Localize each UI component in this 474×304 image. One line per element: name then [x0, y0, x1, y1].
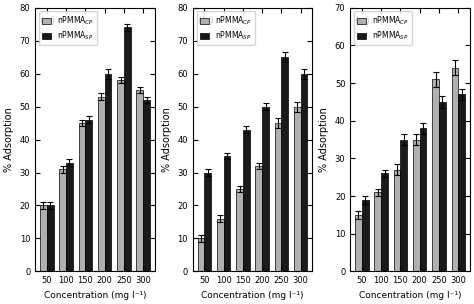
X-axis label: Concentration (mg l⁻¹): Concentration (mg l⁻¹)	[359, 291, 461, 300]
Bar	[204, 172, 211, 271]
Bar	[394, 170, 401, 271]
Bar	[282, 57, 288, 271]
Y-axis label: % Adsorption: % Adsorption	[319, 107, 329, 172]
Bar	[432, 79, 439, 271]
Bar	[98, 97, 105, 271]
Bar	[117, 80, 124, 271]
Bar	[137, 90, 143, 271]
Text: (c): (c)	[355, 16, 370, 26]
Bar	[66, 163, 73, 271]
Text: (b): (b)	[198, 16, 213, 26]
Legend: nPMMA$_{CP}$, nPMMA$_{SP}$: nPMMA$_{CP}$, nPMMA$_{SP}$	[354, 12, 412, 45]
Bar	[217, 219, 224, 271]
Legend: nPMMA$_{CP}$, nPMMA$_{SP}$: nPMMA$_{CP}$, nPMMA$_{SP}$	[197, 12, 255, 45]
Bar	[243, 130, 250, 271]
Bar	[381, 174, 388, 271]
Bar	[301, 74, 308, 271]
Bar	[294, 107, 301, 271]
Bar	[355, 215, 362, 271]
Bar	[143, 100, 150, 271]
Bar	[439, 102, 446, 271]
Bar	[362, 200, 369, 271]
X-axis label: Concentration (mg l⁻¹): Concentration (mg l⁻¹)	[201, 291, 304, 300]
Bar	[198, 238, 204, 271]
Bar	[413, 140, 419, 271]
Bar	[47, 206, 54, 271]
Bar	[458, 94, 465, 271]
Bar	[401, 140, 407, 271]
Bar	[79, 123, 85, 271]
Bar	[452, 68, 458, 271]
Bar	[85, 120, 92, 271]
Bar	[275, 123, 282, 271]
Bar	[40, 206, 47, 271]
Bar	[124, 27, 131, 271]
Bar	[262, 107, 269, 271]
X-axis label: Concentration (mg l⁻¹): Concentration (mg l⁻¹)	[44, 291, 146, 300]
Text: (a): (a)	[40, 16, 55, 26]
Bar	[374, 192, 381, 271]
Bar	[255, 166, 262, 271]
Bar	[419, 128, 427, 271]
Bar	[59, 169, 66, 271]
Y-axis label: % Adsorption: % Adsorption	[162, 107, 172, 172]
Bar	[224, 156, 230, 271]
Bar	[105, 74, 111, 271]
Bar	[236, 189, 243, 271]
Y-axis label: % Adsorption: % Adsorption	[4, 107, 14, 172]
Legend: nPMMA$_{CP}$, nPMMA$_{SP}$: nPMMA$_{CP}$, nPMMA$_{SP}$	[39, 12, 97, 45]
